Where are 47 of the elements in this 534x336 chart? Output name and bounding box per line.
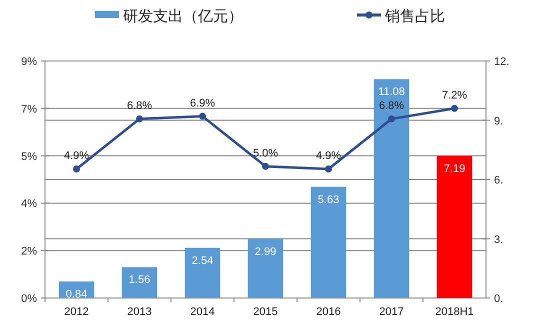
data-label: 5.0% (252, 147, 278, 160)
point (136, 115, 143, 122)
data-label: 4.9% (316, 150, 342, 162)
data-label: 5.63 (318, 194, 340, 206)
legend-label: 研发支出（亿元） (123, 8, 243, 25)
data-label: 7.2% (442, 89, 468, 102)
bar (122, 267, 158, 298)
data-label: 4.9% (64, 150, 90, 162)
y-tick-label: 0% (21, 293, 38, 305)
data-label: 2.99 (254, 246, 276, 258)
data-label: 6.8% (126, 100, 152, 112)
point (199, 112, 206, 120)
point (388, 115, 395, 122)
y2-tick-label: 12. (494, 56, 510, 68)
x-tick-label: 2018H1 (435, 306, 474, 318)
bar (310, 186, 346, 298)
data-label: 6.9% (190, 97, 216, 110)
bar (374, 79, 410, 298)
point (73, 165, 80, 172)
x-tick-label: 2015 (253, 306, 278, 318)
data-label: 0.84 (66, 288, 88, 300)
bar (436, 156, 472, 298)
y-tick-label: 2% (21, 246, 38, 258)
y2-tick-label: 9. (494, 115, 504, 128)
data-label: 2.54 (192, 254, 214, 267)
x-tick-label: 2012 (64, 306, 89, 318)
point (325, 165, 332, 172)
y-tick-label: 5% (21, 150, 38, 163)
y2-tick-label: 0. (494, 293, 504, 305)
y-tick-label: 4% (21, 198, 38, 210)
data-label: 7.19 (444, 162, 466, 175)
x-tick-label: 2016 (316, 306, 341, 318)
y-tick-label: 9% (21, 56, 38, 68)
x-tick-label: 2014 (190, 306, 215, 318)
point (262, 162, 269, 170)
y2-tick-label: 3. (494, 234, 504, 246)
data-label: 6.8% (378, 100, 404, 112)
point (451, 104, 458, 112)
y2-tick-label: 6. (494, 174, 504, 186)
data-label: 11.08 (378, 86, 405, 98)
x-tick-label: 2017 (379, 306, 404, 318)
x-tick-label: 2013 (127, 306, 152, 318)
data-label: 1.56 (128, 274, 150, 286)
bar (184, 248, 220, 298)
y-tick-label: 7% (21, 103, 38, 116)
legend-label: 销售占比 (384, 8, 445, 25)
bar (248, 238, 284, 298)
